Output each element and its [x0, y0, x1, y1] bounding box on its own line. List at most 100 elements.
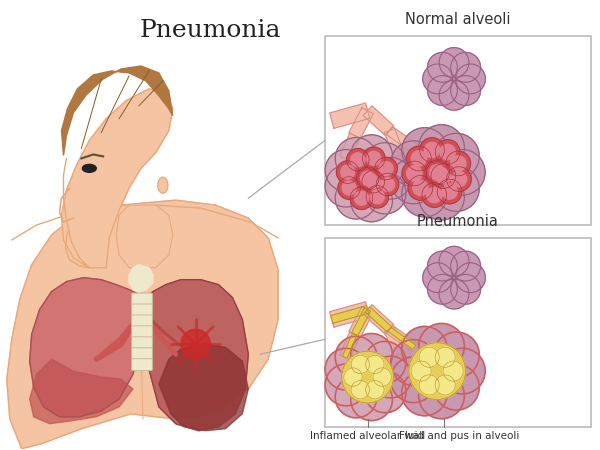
Polygon shape — [116, 205, 173, 268]
Circle shape — [434, 364, 479, 410]
Circle shape — [435, 140, 460, 164]
Circle shape — [422, 183, 446, 207]
Circle shape — [434, 332, 479, 378]
Circle shape — [181, 329, 211, 359]
Ellipse shape — [82, 164, 96, 172]
Circle shape — [439, 63, 470, 94]
Circle shape — [347, 148, 369, 171]
Polygon shape — [365, 307, 392, 332]
Circle shape — [370, 158, 412, 199]
Circle shape — [362, 147, 385, 170]
FancyBboxPatch shape — [131, 304, 152, 316]
Circle shape — [391, 158, 436, 204]
Circle shape — [355, 191, 368, 205]
Polygon shape — [340, 332, 359, 360]
Circle shape — [366, 381, 384, 399]
Circle shape — [325, 364, 367, 406]
Circle shape — [428, 274, 457, 304]
Text: Pneumonia: Pneumonia — [140, 19, 281, 42]
Circle shape — [451, 76, 481, 105]
Polygon shape — [349, 306, 373, 338]
Circle shape — [434, 133, 479, 179]
Circle shape — [419, 373, 464, 418]
Circle shape — [367, 151, 381, 165]
Circle shape — [344, 368, 362, 386]
Polygon shape — [329, 302, 370, 327]
Circle shape — [423, 263, 452, 293]
Polygon shape — [331, 306, 368, 323]
Circle shape — [402, 326, 448, 372]
Circle shape — [409, 343, 466, 400]
Circle shape — [419, 324, 464, 369]
Circle shape — [439, 246, 469, 276]
Circle shape — [408, 176, 433, 200]
Text: Fluid and pus in alveoli: Fluid and pus in alveoli — [399, 431, 519, 441]
FancyBboxPatch shape — [131, 315, 152, 327]
Circle shape — [439, 348, 485, 394]
Circle shape — [442, 184, 457, 199]
Circle shape — [439, 279, 469, 309]
Circle shape — [440, 144, 455, 160]
Circle shape — [455, 263, 485, 293]
Circle shape — [342, 181, 356, 195]
Polygon shape — [144, 279, 248, 431]
Circle shape — [451, 52, 481, 82]
Circle shape — [335, 138, 377, 179]
Text: Normal alveoli: Normal alveoli — [405, 12, 511, 27]
Circle shape — [373, 368, 391, 386]
Polygon shape — [352, 308, 371, 336]
Circle shape — [351, 355, 370, 374]
Circle shape — [341, 165, 355, 179]
Circle shape — [423, 64, 452, 94]
Circle shape — [419, 174, 464, 220]
Polygon shape — [363, 305, 394, 334]
Circle shape — [413, 148, 461, 196]
Circle shape — [419, 375, 439, 395]
Polygon shape — [7, 200, 278, 449]
Ellipse shape — [158, 177, 168, 193]
Circle shape — [419, 347, 439, 367]
Polygon shape — [61, 89, 173, 268]
Circle shape — [351, 381, 370, 399]
Polygon shape — [385, 129, 404, 158]
Circle shape — [370, 190, 385, 204]
Circle shape — [325, 149, 367, 191]
Polygon shape — [343, 333, 357, 358]
Polygon shape — [29, 359, 133, 424]
Circle shape — [407, 146, 431, 171]
Circle shape — [407, 166, 422, 181]
Polygon shape — [385, 327, 404, 356]
Polygon shape — [363, 106, 394, 135]
Circle shape — [451, 156, 466, 171]
Circle shape — [420, 138, 445, 162]
Circle shape — [411, 361, 431, 381]
Circle shape — [335, 376, 377, 418]
Circle shape — [364, 342, 406, 383]
Circle shape — [439, 149, 485, 195]
Circle shape — [391, 357, 436, 403]
Circle shape — [402, 128, 448, 173]
Bar — [325, 36, 591, 225]
Circle shape — [446, 151, 470, 176]
Circle shape — [391, 141, 436, 187]
FancyBboxPatch shape — [131, 348, 152, 360]
Circle shape — [455, 64, 485, 94]
Circle shape — [366, 175, 380, 189]
Polygon shape — [159, 344, 248, 431]
Circle shape — [350, 379, 392, 421]
Circle shape — [356, 167, 379, 189]
Circle shape — [443, 361, 463, 381]
Circle shape — [350, 180, 392, 222]
Circle shape — [391, 340, 436, 385]
Circle shape — [435, 375, 455, 395]
Circle shape — [362, 171, 385, 193]
Circle shape — [366, 185, 389, 208]
Circle shape — [337, 161, 359, 184]
Circle shape — [346, 157, 389, 200]
Circle shape — [350, 187, 373, 210]
Circle shape — [366, 355, 384, 374]
Circle shape — [430, 165, 445, 180]
Circle shape — [424, 142, 440, 157]
Circle shape — [435, 347, 455, 367]
Circle shape — [451, 251, 481, 281]
